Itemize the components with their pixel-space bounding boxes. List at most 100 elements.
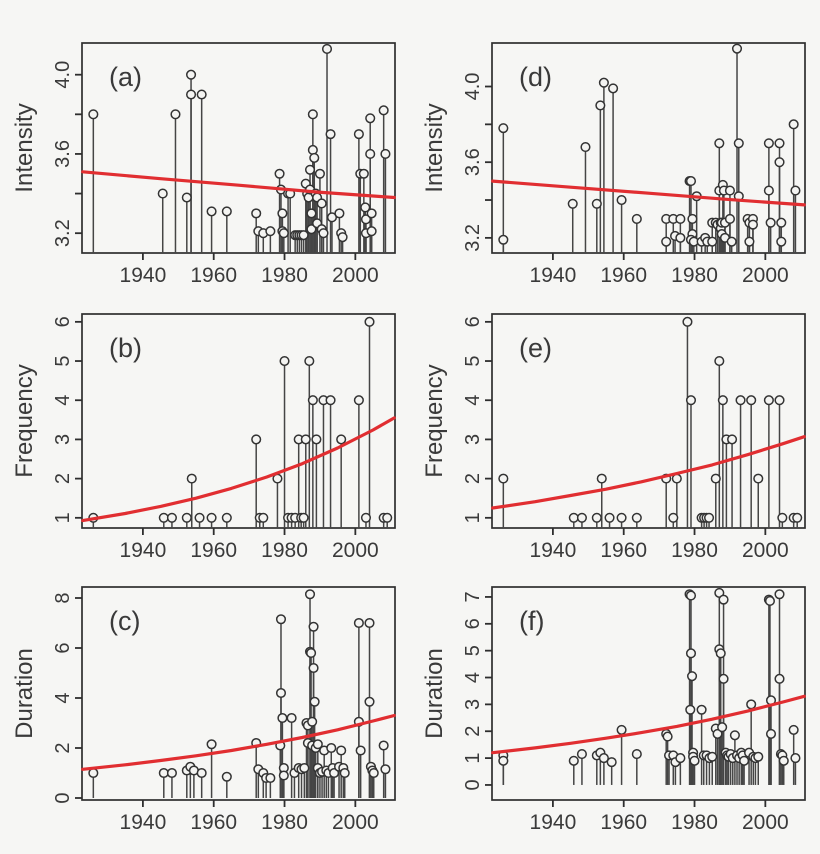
- y-axis-title: Frequency: [421, 364, 448, 477]
- x-tick-label: 1940: [530, 811, 577, 834]
- data-point: [718, 594, 729, 605]
- data-point: [311, 434, 322, 445]
- data-point: [380, 764, 391, 775]
- data-point: [735, 395, 746, 406]
- y-tick-label: 3.6: [462, 148, 484, 176]
- data-point: [685, 395, 697, 406]
- data-point: [304, 164, 316, 175]
- data-point: [631, 213, 642, 224]
- data-point: [166, 512, 177, 523]
- data-point: [378, 105, 389, 116]
- data-point: [668, 512, 679, 523]
- data-point: [777, 512, 788, 523]
- data-point: [306, 224, 317, 235]
- data-point: [380, 148, 391, 159]
- data-point: [321, 43, 333, 54]
- data-point: [304, 355, 315, 367]
- x-tick-label: 1960: [190, 264, 237, 287]
- y-tick-label: 4: [462, 395, 484, 406]
- data-point: [778, 755, 789, 766]
- data-point: [336, 745, 347, 756]
- y-axis-title: Duration: [11, 648, 38, 739]
- data-point: [306, 647, 317, 659]
- data-point: [277, 208, 288, 219]
- data-point: [675, 232, 686, 243]
- data-point: [196, 767, 207, 779]
- data-point: [746, 699, 757, 710]
- data-point: [382, 512, 393, 523]
- data-point: [689, 755, 700, 766]
- data-point: [774, 589, 785, 600]
- data-point: [166, 767, 177, 779]
- data-point: [339, 767, 350, 779]
- data-point: [318, 228, 329, 239]
- data-point: [88, 109, 99, 120]
- data-point: [498, 234, 509, 245]
- y-axis-title: Intensity: [11, 103, 38, 192]
- data-point: [353, 617, 364, 629]
- data-point: [712, 728, 723, 739]
- data-point: [181, 192, 192, 203]
- data-point: [707, 236, 718, 247]
- data-point: [774, 138, 785, 149]
- data-point: [158, 767, 169, 779]
- data-point: [307, 144, 318, 156]
- data-point: [251, 434, 262, 445]
- y-tick-label: 2: [52, 742, 74, 753]
- data-point: [710, 473, 721, 484]
- x-tick-label: 1940: [530, 264, 577, 287]
- data-point: [661, 236, 672, 247]
- data-point: [595, 100, 606, 111]
- y-tick-label: 4.0: [52, 61, 74, 89]
- data-point: [158, 512, 169, 523]
- y-tick-label: 5: [52, 355, 74, 366]
- data-point: [774, 395, 785, 406]
- data-point: [194, 512, 205, 523]
- data-point: [364, 696, 375, 707]
- data-point: [580, 142, 591, 153]
- data-point: [596, 473, 607, 484]
- y-tick-label: 7: [462, 591, 484, 602]
- data-point: [616, 512, 627, 523]
- data-point: [726, 236, 737, 247]
- panel-label: (c): [109, 606, 140, 636]
- y-tick-label: 3: [462, 434, 484, 445]
- data-point: [275, 614, 287, 625]
- x-tick-label: 1960: [190, 539, 237, 562]
- data-point: [325, 395, 336, 406]
- data-point: [682, 316, 693, 327]
- data-point: [792, 512, 803, 523]
- panel-c: 1940 1960 1980 2000 0 2 4 6 8 Duration (c): [11, 586, 396, 834]
- data-point: [724, 213, 735, 224]
- y-tick-label: 6: [52, 316, 74, 327]
- data-point: [731, 43, 743, 54]
- data-point: [765, 217, 776, 228]
- data-point: [298, 230, 309, 241]
- data-point: [753, 473, 764, 484]
- data-point: [631, 749, 642, 760]
- y-tick-label: 2: [462, 473, 484, 484]
- data-point: [353, 395, 364, 406]
- data-point: [776, 236, 787, 247]
- y-tick-label: 2: [462, 726, 484, 737]
- data-point: [279, 355, 290, 367]
- x-tick-label: 1940: [120, 539, 167, 562]
- data-point: [221, 206, 232, 217]
- data-point: [334, 208, 345, 219]
- data-point: [336, 434, 347, 445]
- y-tick-label: 3.6: [52, 140, 74, 168]
- data-point: [765, 728, 777, 739]
- data-point: [308, 662, 319, 674]
- data-point: [608, 83, 619, 94]
- y-tick-label: 4: [462, 672, 484, 683]
- data-point: [368, 767, 379, 779]
- x-tick-label: 1960: [190, 811, 237, 834]
- data-point: [685, 176, 697, 187]
- data-point: [316, 198, 327, 209]
- x-tick-label: 1960: [600, 264, 647, 287]
- panel-f: 1940 1960 1980 2000 0 1 2 3 4 5 6 7 Duration (f): [421, 586, 806, 834]
- data-point: [265, 772, 276, 784]
- data-point: [568, 512, 579, 523]
- data-point: [258, 512, 269, 523]
- plot-box: [491, 313, 806, 529]
